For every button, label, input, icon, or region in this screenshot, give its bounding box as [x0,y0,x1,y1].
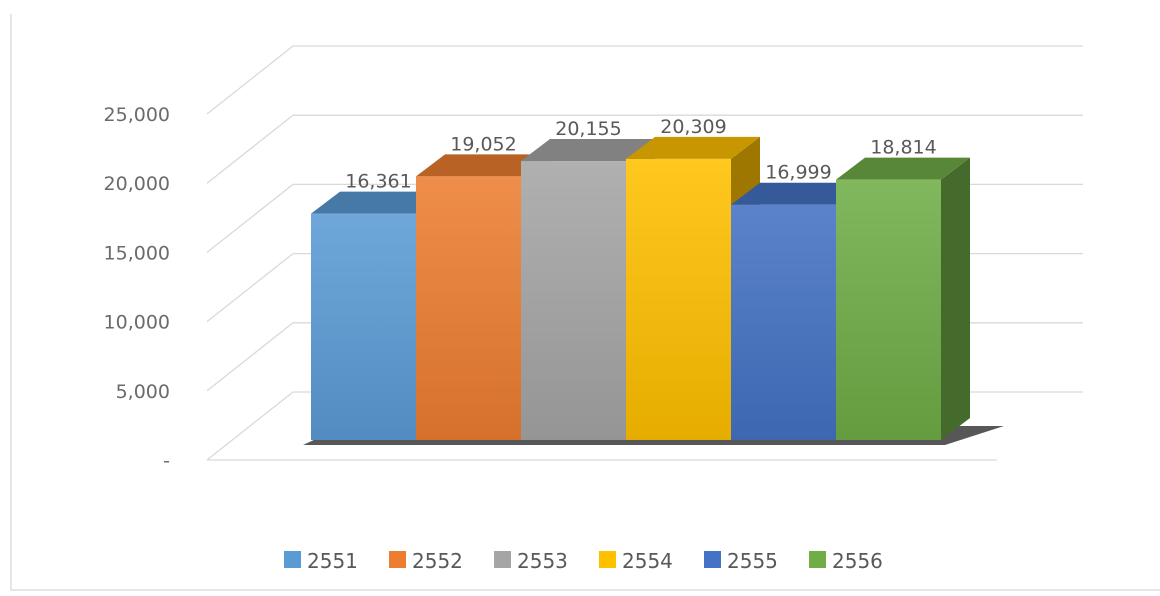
y-tick-label: 15,000 [104,242,170,264]
gridline-side [206,391,294,461]
bar-front-face [836,179,941,440]
legend-swatch [704,551,721,568]
legend-label: 2551 [307,549,358,573]
data-label-2556: 18,814 [870,137,936,159]
gridline-side [206,45,294,115]
frame-border-bottom [10,589,1160,591]
y-tick-label: - [163,450,170,472]
data-labels: 16,361 19,052 20,155 20,309 16,999 18,814 [345,116,936,193]
bar-top-face [731,182,865,205]
bar-front-face [626,158,731,440]
legend-label: 2553 [517,549,568,573]
legend-swatch [809,551,826,568]
bar-top-face [416,154,550,177]
bar-front-face [311,213,416,440]
bar-top-face [311,191,445,214]
data-label-2553: 20,155 [555,118,621,140]
bar-top-face [521,139,655,162]
y-axis-ticks: - 5,000 10,000 15,000 20,000 25,000 [104,104,170,472]
gridline-side [206,253,294,323]
bars [311,136,970,441]
bar-top-face [836,157,970,180]
bar-front-face [521,161,626,440]
data-label-2552: 19,052 [450,133,516,155]
legend-item-2555: 2555 [704,549,778,573]
legend-item-2551: 2551 [284,549,358,573]
legend-swatch [389,551,406,568]
legend: 2551 2552 2553 2554 2555 2556 [284,549,883,573]
bar-front-face [731,204,836,440]
bar-side-face [941,157,970,440]
gridline-side [206,114,294,184]
bar-front-face [416,176,521,440]
gridline-side [206,183,294,253]
legend-label: 2552 [412,549,463,573]
legend-item-2554: 2554 [599,549,673,573]
y-tick-label: 20,000 [104,173,170,195]
legend-swatch [284,551,301,568]
bar-2556 [836,157,970,440]
legend-label: 2555 [727,549,778,573]
y-tick-label: 10,000 [104,312,170,334]
data-label-2551: 16,361 [345,171,411,193]
frame-border-left [10,14,12,590]
legend-label: 2554 [622,549,673,573]
legend-item-2553: 2553 [494,549,568,573]
legend-swatch [599,551,616,568]
data-label-2554: 20,309 [660,116,726,138]
legend-label: 2556 [832,549,883,573]
legend-item-2556: 2556 [809,549,883,573]
bar-top-face [626,136,760,159]
y-tick-label: 25,000 [104,104,170,126]
data-label-2555: 16,999 [765,162,831,184]
legend-item-2552: 2552 [389,549,463,573]
y-tick-label: 5,000 [116,381,170,403]
legend-swatch [494,551,511,568]
gridline-side [206,322,294,392]
